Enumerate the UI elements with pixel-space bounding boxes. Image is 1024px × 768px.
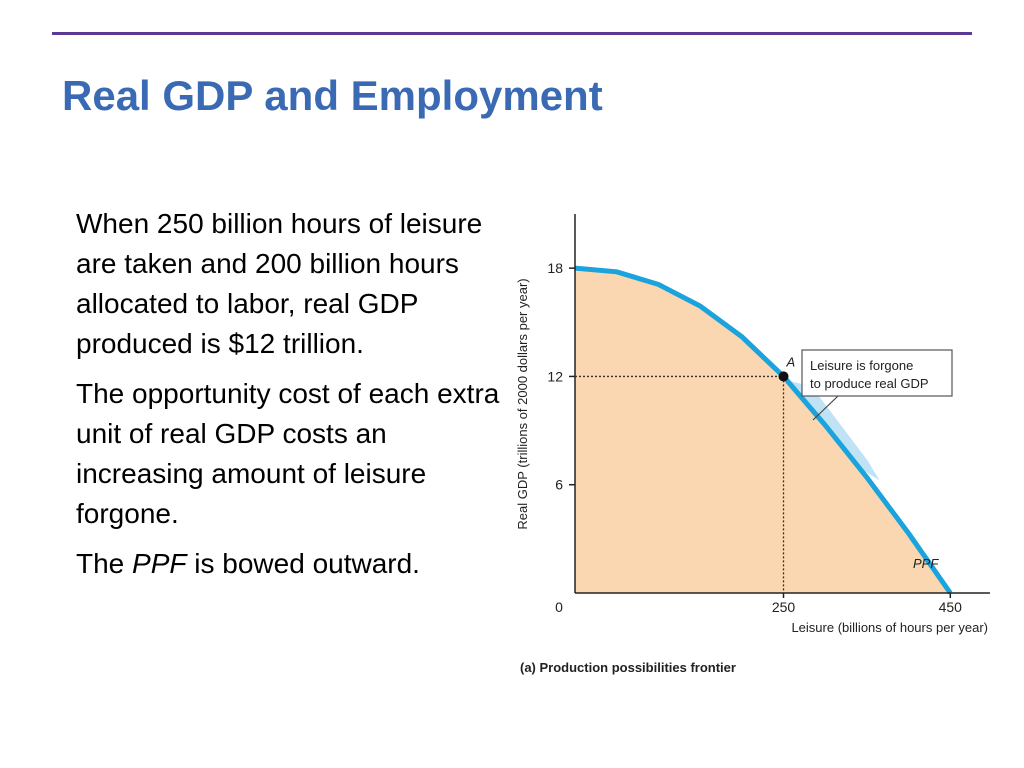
y-tick-label: 6 [555,477,563,493]
series-label-ppf: PPF [913,556,939,571]
x-tick-label: 0 [555,599,563,615]
ppf-area [575,268,951,593]
annotation-box [801,349,953,397]
ppf-curve [574,265,953,595]
x-tick-label: 450 [939,599,963,615]
paragraph-3-prefix: The [76,548,133,579]
point-a-label: A [786,354,796,369]
body-text: When 250 billion hours of leisure are ta… [76,204,506,594]
ppf-chart: 6 12 18 0 250 450 Real GDP (trillions of… [515,214,990,675]
y-tick-label: 12 [547,368,563,384]
paragraph-1: When 250 billion hours of leisure are ta… [76,208,483,359]
x-tick-label: 250 [772,599,796,615]
paragraph-3: The PPF is bowed outward. [76,544,506,584]
ppf-emphasis: PPF [132,548,187,579]
annotation-leader [812,395,839,421]
paragraph-3-suffix: is bowed outward. [186,548,420,579]
top-rule [52,32,972,35]
annotation-text: Leisure is forgone to produce real GDP [810,358,929,391]
annotation-line: Leisure is forgone [810,358,913,373]
chart-caption: (a) Production possibilities frontier [520,660,736,675]
y-axis-label: Real GDP (trillions of 2000 dollars per … [515,278,530,529]
x-axis-label: Leisure (billions of hours per year) [791,620,988,635]
annotation-line: to produce real GDP [810,376,929,391]
slide-title: Real GDP and Employment [62,72,603,119]
paragraph-2: The opportunity cost of each extra unit … [76,378,500,529]
point-a [778,371,789,382]
y-tick-label: 18 [547,260,563,276]
